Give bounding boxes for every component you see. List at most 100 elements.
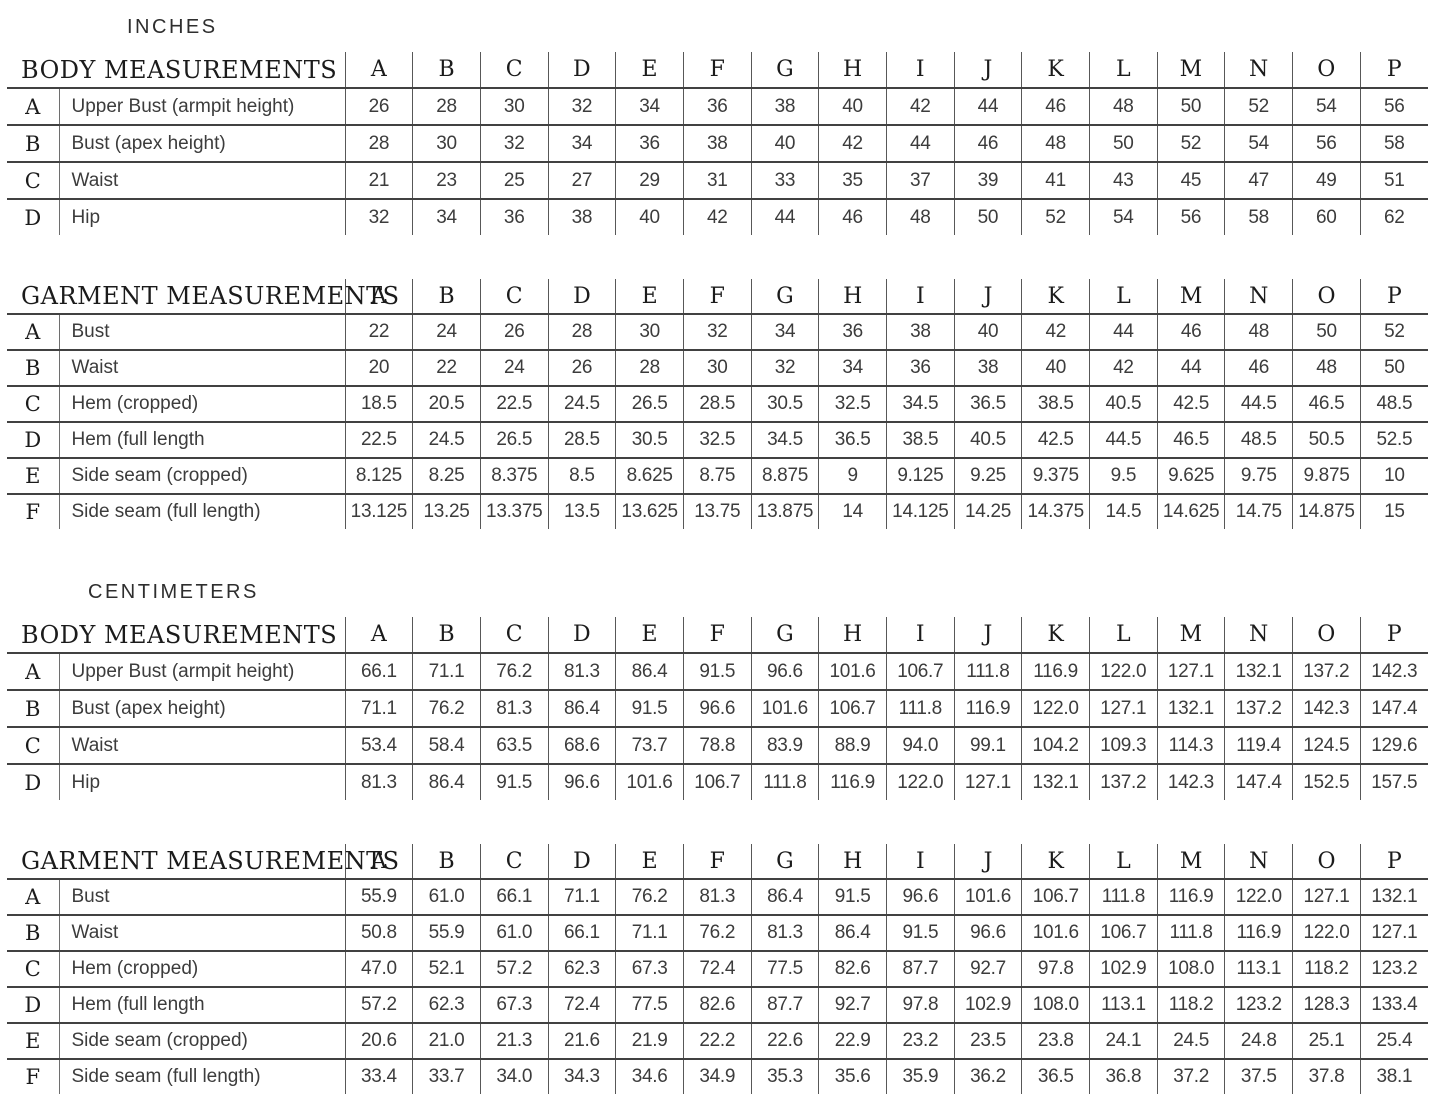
value-cell: 106.7 — [682, 763, 752, 800]
value-cell: 71.1 — [547, 878, 616, 915]
size-column-header-i: I — [885, 617, 955, 653]
value-cell: 29 — [615, 161, 684, 199]
value-cell: 42 — [885, 87, 955, 125]
value-cell: 81.3 — [547, 652, 616, 690]
value-cell: 36 — [818, 313, 887, 350]
row-label: Upper Bust (armpit height) — [58, 652, 346, 690]
value-cell: 67.3 — [479, 986, 549, 1023]
size-column-header-c: C — [479, 279, 549, 314]
measurement-row-a: A Upper Bust (armpit height) 66.1 71.1 76.2 8… — [7, 652, 1428, 690]
value-cell: 129.6 — [1359, 726, 1428, 764]
value-cell: 24.5 — [412, 421, 481, 458]
value-cell: 25.1 — [1292, 1022, 1361, 1059]
value-cell: 94.0 — [885, 726, 955, 764]
row-label: Side seam (cropped) — [58, 1022, 345, 1059]
value-cell: 50 — [953, 198, 1022, 235]
size-column-header-k: K — [1021, 844, 1090, 879]
size-chart-page: INCHES BODY MEASUREMENTS A B C D E F G H I J K L M N O P… — [0, 16, 1445, 1094]
size-column-header-e: E — [615, 279, 684, 314]
size-column-header-b: B — [412, 279, 481, 314]
value-cell: 44 — [750, 198, 819, 235]
value-cell: 35.9 — [886, 1058, 955, 1094]
row-letter: B — [7, 124, 59, 162]
value-cell: 32 — [750, 349, 819, 386]
value-cell: 72.4 — [682, 950, 752, 987]
table-header-row: GARMENT MEASUREMENTS A B C D E F G H I J K L M N O P — [7, 279, 1428, 314]
value-cell: 76.2 — [479, 652, 549, 690]
value-cell: 116.9 — [818, 763, 887, 800]
value-cell: 35.6 — [818, 1058, 887, 1094]
value-cell: 116.9 — [1224, 914, 1293, 951]
value-cell: 38.5 — [1021, 385, 1090, 422]
value-cell: 77.5 — [615, 986, 684, 1023]
value-cell: 72.4 — [547, 986, 616, 1023]
value-cell: 62.3 — [547, 950, 616, 987]
value-cell: 28.5 — [682, 385, 752, 422]
value-cell: 34.9 — [682, 1058, 752, 1094]
size-column-header-o: O — [1292, 844, 1361, 879]
row-letter: A — [7, 87, 59, 125]
size-column-header-p: P — [1359, 279, 1428, 314]
value-cell: 8.75 — [682, 457, 752, 494]
value-cell: 28 — [547, 313, 616, 350]
size-column-header-o: O — [1292, 279, 1361, 314]
value-cell: 111.8 — [885, 689, 955, 727]
value-cell: 48.5 — [1359, 385, 1428, 422]
size-column-header-f: F — [682, 279, 752, 314]
value-cell: 86.4 — [615, 652, 684, 690]
value-cell: 34.0 — [479, 1058, 549, 1094]
row-label: Waist — [58, 349, 345, 386]
size-column-header-o: O — [1291, 617, 1361, 653]
value-cell: 62 — [1359, 198, 1428, 235]
value-cell: 26 — [344, 87, 413, 125]
value-cell: 101.6 — [1021, 914, 1090, 951]
row-letter: E — [7, 1022, 59, 1059]
value-cell: 71.1 — [615, 914, 684, 951]
value-cell: 24 — [479, 349, 549, 386]
value-cell: 101.6 — [953, 878, 1022, 915]
measurement-row-d: D Hip 32 34 36 38 40 42 44 46 48 50 52 54 56 58 60 62 — [7, 198, 1428, 235]
size-column-header-b: B — [412, 844, 481, 879]
value-cell: 47.0 — [344, 950, 413, 987]
value-cell: 61.0 — [479, 914, 549, 951]
value-cell: 46 — [818, 198, 887, 235]
value-cell: 132.1 — [1224, 652, 1293, 690]
row-letter: B — [7, 689, 59, 727]
value-cell: 101.6 — [750, 689, 819, 727]
value-cell: 30.5 — [615, 421, 684, 458]
value-cell: 50 — [1359, 349, 1428, 386]
size-column-header-d: D — [547, 279, 616, 314]
value-cell: 20 — [344, 349, 413, 386]
value-cell: 52 — [1021, 198, 1090, 235]
centimeters-heading: CENTIMETERS — [88, 581, 259, 603]
row-label: Waist — [58, 161, 346, 199]
value-cell: 96.6 — [886, 878, 955, 915]
value-cell: 39 — [953, 161, 1022, 199]
value-cell: 46 — [1224, 349, 1293, 386]
value-cell: 127.1 — [1156, 652, 1225, 690]
measurement-row-c: C Hem (cropped) 18.5 20.5 22.5 24.5 26.5 28.5 30… — [7, 385, 1428, 422]
value-cell: 111.8 — [1089, 878, 1158, 915]
row-label: Hem (cropped) — [58, 950, 345, 987]
table-header-row: BODY MEASUREMENTS A B C D E F G H I J K L M N O P — [7, 52, 1428, 88]
value-cell: 123.2 — [1359, 950, 1428, 987]
value-cell: 23.2 — [886, 1022, 955, 1059]
value-cell: 13.375 — [479, 493, 549, 529]
value-cell: 56 — [1359, 87, 1428, 125]
value-cell: 26 — [547, 349, 616, 386]
measurement-row-d: D Hem (full length 57.2 62.3 67.3 72.4 77.5 82.… — [7, 986, 1428, 1023]
value-cell: 34 — [547, 124, 616, 162]
value-cell: 82.6 — [818, 950, 887, 987]
value-cell: 116.9 — [1021, 652, 1090, 690]
size-column-header-f: F — [682, 844, 752, 879]
row-letter: F — [7, 493, 59, 529]
value-cell: 22.2 — [682, 1022, 752, 1059]
size-column-header-h: H — [818, 52, 887, 88]
value-cell: 52 — [1156, 124, 1225, 162]
value-cell: 157.5 — [1359, 763, 1428, 800]
measurement-row-b: B Bust (apex height) 71.1 76.2 81.3 86.4 91.5 9… — [7, 689, 1428, 727]
value-cell: 23.5 — [953, 1022, 1022, 1059]
value-cell: 116.9 — [953, 689, 1022, 727]
measurement-row-b: B Bust (apex height) 28 30 32 34 36 38 40 42 44 46 4… — [7, 124, 1428, 162]
value-cell: 30.5 — [750, 385, 819, 422]
